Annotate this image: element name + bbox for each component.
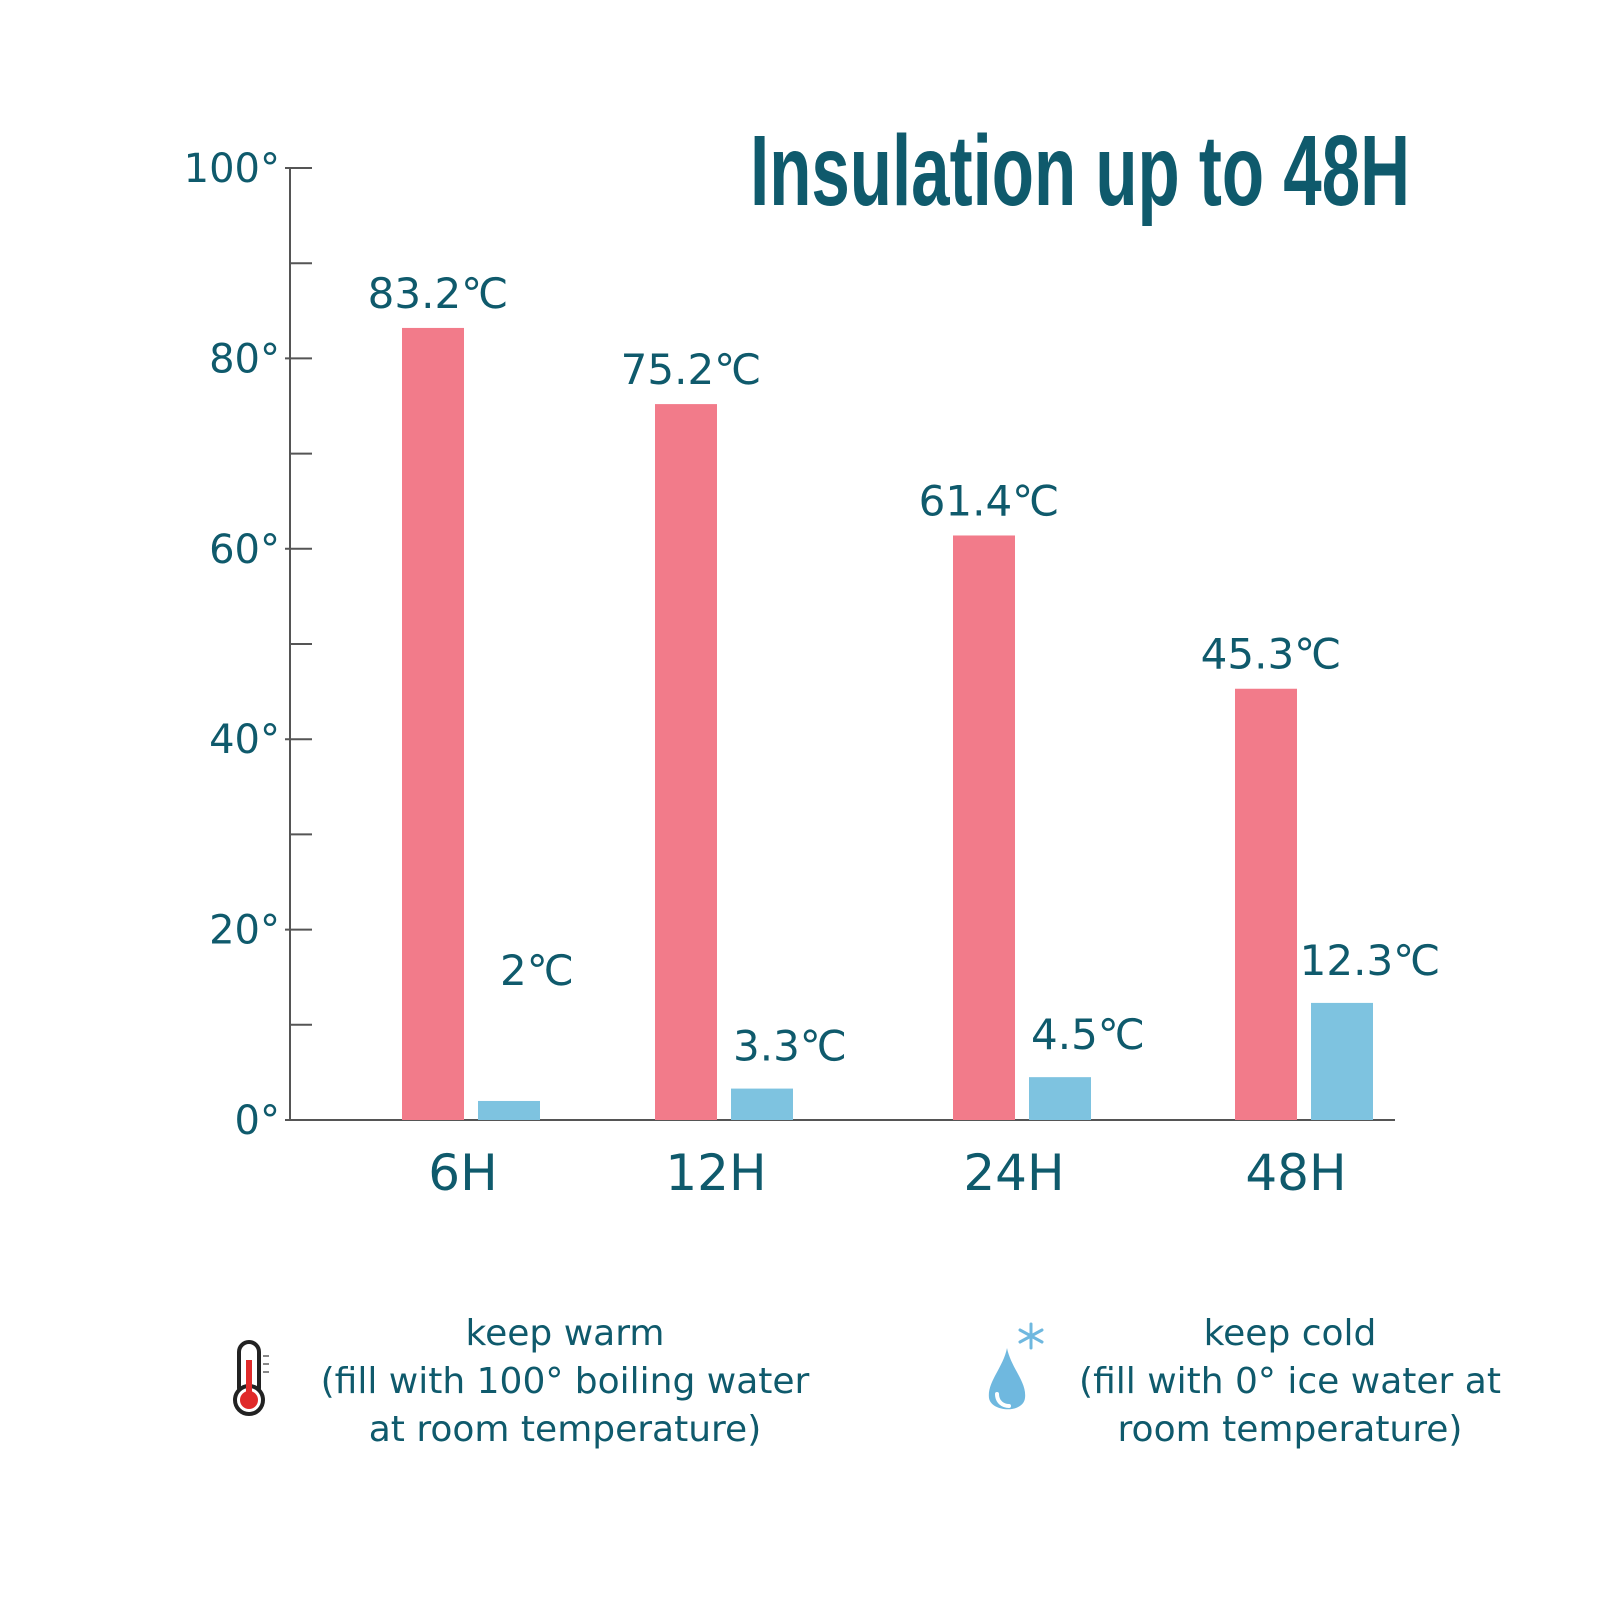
- chart-axes: 0° 20° 40° 60° 80° 100°: [184, 146, 1395, 1144]
- y-tick-label: 0°: [235, 1098, 280, 1144]
- x-tick-label: 48H: [1245, 1144, 1346, 1202]
- bar-warm-12H: [655, 404, 717, 1120]
- x-tick-label: 6H: [428, 1144, 497, 1202]
- legend-warm-line1: keep warm: [465, 1313, 665, 1354]
- legend-cold-line2: (fill with 0° ice water at: [1079, 1361, 1501, 1402]
- bar-cold-48H: [1311, 1002, 1373, 1120]
- y-tick-label: 20°: [209, 908, 280, 954]
- bar-warm-6H: [402, 327, 464, 1120]
- legend-cold-line3: room temperature): [1117, 1409, 1463, 1450]
- water-drop-snowflake-icon: [985, 1320, 1055, 1420]
- bar-cold-24H: [1029, 1077, 1091, 1120]
- bar-cold-6H: [478, 1100, 540, 1120]
- data-label-cold: 4.5℃: [1031, 1010, 1145, 1059]
- chart-title: Insulation up to 48H: [750, 115, 1410, 227]
- data-label-warm: 83.2℃: [368, 269, 509, 318]
- legend-keep-cold: keep cold (fill with 0° ice water at roo…: [1030, 1310, 1550, 1454]
- legend-warm-line3: at room temperature): [368, 1409, 762, 1450]
- y-tick-label: 80°: [209, 336, 280, 382]
- data-label-warm: 45.3℃: [1201, 630, 1342, 679]
- y-tick-label: 60°: [209, 527, 280, 573]
- x-tick-label: 12H: [665, 1144, 766, 1202]
- bar-warm-48H: [1235, 688, 1297, 1120]
- legend-keep-warm: keep warm (fill with 100° boiling water …: [285, 1310, 845, 1454]
- data-label-cold: 3.3℃: [733, 1022, 847, 1071]
- data-label-cold: 2℃: [500, 946, 574, 995]
- bar-warm-24H: [953, 535, 1015, 1120]
- chart-bars: 83.2℃ 2℃ 6H 75.2℃ 3.3℃ 12H 61.4℃ 4.5℃ 24H 45.3℃ 12…: [368, 269, 1441, 1202]
- data-label-warm: 75.2℃: [621, 345, 762, 394]
- bar-cold-12H: [731, 1088, 793, 1120]
- data-label-cold: 12.3℃: [1300, 936, 1441, 985]
- x-tick-label: 24H: [963, 1144, 1064, 1202]
- legend-warm-line2: (fill with 100° boiling water: [320, 1361, 810, 1402]
- thermometer-icon: [225, 1338, 275, 1418]
- data-label-warm: 61.4℃: [919, 476, 1060, 525]
- y-tick-label: 100°: [184, 146, 280, 192]
- y-tick-label: 40°: [209, 717, 280, 763]
- legend-cold-line1: keep cold: [1203, 1313, 1377, 1354]
